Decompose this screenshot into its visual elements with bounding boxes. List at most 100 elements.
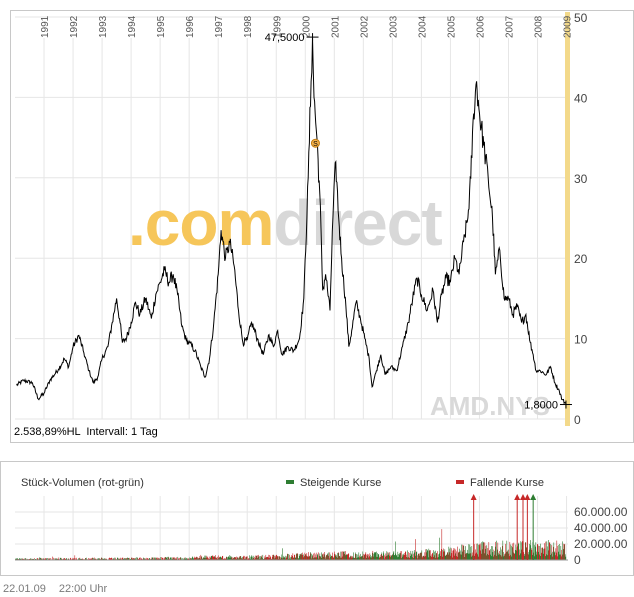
volume-bar-731 — [380, 554, 382, 560]
volume-bar-889 — [459, 551, 461, 560]
volume-bar-589 — [309, 556, 311, 560]
volume-bar-487 — [258, 556, 260, 560]
volume-bar-300 — [165, 557, 166, 560]
volume-bar-661 — [345, 555, 347, 560]
volume-bar-1097 — [563, 543, 565, 560]
volume-bar-641 — [335, 554, 337, 560]
volume-bar-805 — [417, 555, 419, 560]
volume-bar-887 — [458, 551, 460, 560]
volume-bar-1080 — [555, 555, 556, 560]
volume-bar-454 — [242, 556, 243, 560]
volume-bar-565 — [297, 554, 299, 560]
volume-bar-897 — [463, 545, 465, 560]
volume-bar-802 — [416, 552, 417, 560]
volume-bar-286 — [158, 558, 159, 560]
volume-bar-679 — [354, 557, 356, 560]
x-tick-label-2007: 2007 — [504, 15, 515, 38]
volume-bar-50 — [40, 557, 41, 560]
volume-bar-1029 — [529, 549, 531, 560]
volume-bar-517 — [273, 554, 275, 560]
volume-bar-642 — [336, 556, 337, 560]
volume-bar-29 — [29, 558, 31, 560]
x-tick-labels: 1991 1992 1993 1994 1995 1996 1997 1998 1999 2000… — [40, 15, 574, 38]
volume-bar-640 — [335, 555, 336, 560]
volume-bar-33 — [31, 558, 33, 560]
volume-bar-673 — [351, 555, 353, 560]
volume-bar-1022 — [526, 547, 527, 560]
volume-bar-455 — [242, 558, 244, 560]
volume-bar-740 — [385, 556, 386, 560]
volume-bar-45 — [37, 558, 39, 560]
volume-bar-848 — [439, 537, 440, 560]
volume-bar-115 — [72, 557, 74, 560]
volume-bar-457 — [243, 555, 245, 560]
volume-bar-773 — [401, 558, 403, 560]
volume-bar-167 — [98, 558, 100, 560]
volume-bar-522 — [276, 554, 277, 560]
volume-bar-772 — [401, 551, 402, 560]
volume-bar-814 — [422, 556, 423, 560]
volume-bar-846 — [438, 554, 439, 560]
volume-bar-350 — [190, 557, 191, 560]
volume-bar-1053 — [541, 547, 543, 560]
volume-bar-648 — [339, 556, 340, 560]
footer-date: 22.01.09 — [3, 583, 46, 595]
volume-bar-224 — [127, 558, 128, 560]
volume-bar-625 — [327, 553, 329, 560]
volume-bar-592 — [311, 553, 312, 560]
volume-bar-426 — [228, 556, 229, 560]
annotation-label-0: 47,5000 — [265, 32, 305, 44]
volume-bar-789 — [409, 553, 411, 560]
volume-bar-659 — [344, 554, 346, 560]
volume-bar-106 — [68, 558, 69, 560]
volume-bar-525 — [277, 556, 279, 560]
volume-bar-158 — [94, 557, 95, 560]
volume-bar-502 — [266, 557, 267, 560]
volume-bar-833 — [431, 554, 433, 560]
volume-bar-1040 — [535, 546, 536, 560]
volume-bar-813 — [421, 550, 423, 560]
volume-bar-320 — [175, 558, 176, 560]
y-tick-label-30: 30 — [574, 172, 588, 186]
volume-bar-479 — [254, 557, 256, 560]
volume-bar-620 — [325, 558, 326, 560]
volume-bar-624 — [327, 554, 328, 560]
volume-bar-140 — [85, 558, 86, 560]
volume-bar-535 — [282, 558, 284, 560]
volume-bar-1066 — [548, 540, 549, 560]
volume-bar-770 — [400, 553, 401, 560]
overflow-marker-2 — [520, 494, 527, 500]
volume-bar-453 — [241, 558, 243, 560]
volume-bar-551 — [290, 556, 292, 560]
volume-bar-658 — [344, 551, 345, 560]
volume-bar-530 — [280, 558, 281, 560]
volume-bar-548 — [289, 554, 290, 560]
volume-bar-253 — [141, 558, 143, 560]
volume-bar-1001 — [515, 544, 517, 560]
volume-bar-402 — [216, 557, 217, 560]
volume-bar-854 — [442, 556, 443, 560]
volume-bar-756 — [393, 552, 394, 560]
volume-bar-986 — [508, 549, 509, 560]
volume-bar-938 — [484, 553, 485, 560]
volume-bar-807 — [418, 554, 420, 560]
volume-bar-192 — [111, 557, 112, 560]
volume-bar-537 — [283, 555, 285, 560]
price-series-line — [16, 37, 567, 405]
volume-bar-893 — [461, 554, 463, 560]
volume-bar-865 — [447, 552, 449, 560]
volume-bar-573 — [301, 553, 303, 560]
volume-bar-146 — [88, 558, 89, 560]
volume-bar-449 — [239, 556, 241, 560]
volume-bar-220 — [125, 558, 126, 560]
volume-bar-130 — [80, 558, 81, 560]
volume-bar-473 — [251, 555, 253, 560]
volume-bar-616 — [323, 553, 324, 560]
volume-bar-979 — [504, 555, 506, 560]
volume-bar-23 — [26, 558, 28, 560]
volume-bar-783 — [406, 554, 408, 560]
volume-bar-221 — [125, 558, 127, 560]
volume-bar-263 — [146, 557, 148, 560]
volume-bar-972 — [501, 556, 502, 560]
volume-bar-1008 — [519, 549, 520, 560]
